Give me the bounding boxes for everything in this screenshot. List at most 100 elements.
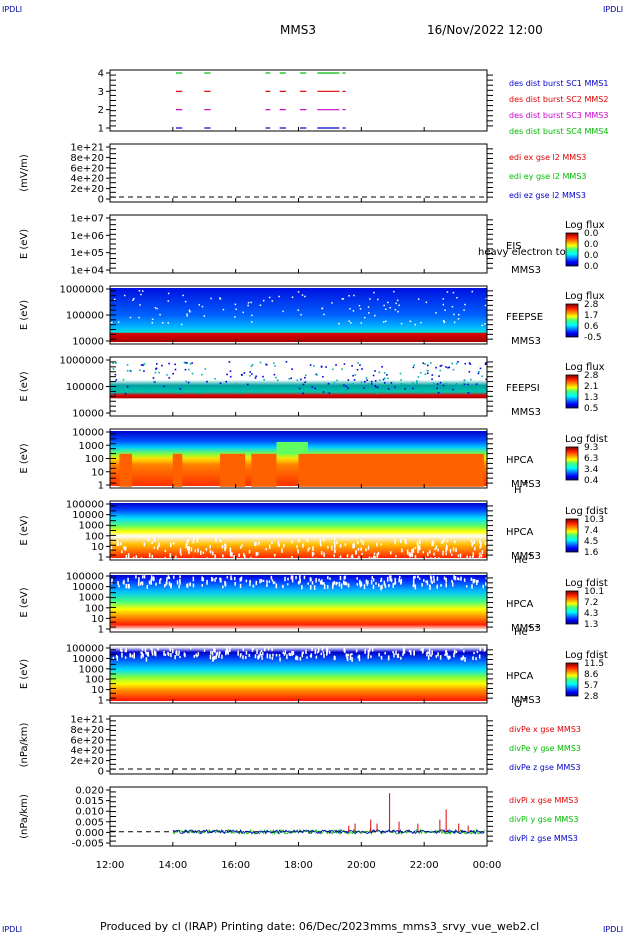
speckle xyxy=(479,552,481,556)
speckle xyxy=(139,304,141,306)
speckle xyxy=(138,316,140,319)
speckle xyxy=(451,582,454,587)
spectrogram-band xyxy=(119,453,132,487)
speckle xyxy=(457,577,459,581)
speckle xyxy=(113,298,116,301)
y-axis-label: E (eV) xyxy=(19,229,30,259)
speckle xyxy=(240,653,242,656)
speckle xyxy=(451,553,453,556)
speckle xyxy=(425,301,428,304)
speckle xyxy=(425,580,427,583)
speckle xyxy=(464,303,466,306)
speckle xyxy=(179,655,181,659)
spacecraft-label: MMS3 xyxy=(511,407,541,418)
speckle xyxy=(218,651,221,656)
speckle xyxy=(480,541,482,545)
speckle xyxy=(169,542,172,547)
y-tick-label: 100000 xyxy=(66,572,104,583)
speckle xyxy=(316,388,319,391)
speckle xyxy=(485,297,488,300)
speckle xyxy=(175,555,177,560)
speckle xyxy=(224,544,227,550)
panel-3: 1e+07 1e+06 1e+05 1e+04 E (eV) EIS MMS3 heavy e… xyxy=(19,214,605,277)
speckle xyxy=(484,323,486,325)
speckle xyxy=(312,385,315,387)
speckle xyxy=(380,543,382,546)
speckle xyxy=(142,364,145,367)
spectrogram-band xyxy=(276,441,308,454)
speckle xyxy=(238,553,240,557)
speckle xyxy=(206,557,209,562)
speckle xyxy=(164,549,167,552)
speckle xyxy=(255,541,257,546)
spectrogram-texture xyxy=(110,290,488,327)
spectrogram-band xyxy=(172,453,183,487)
speckle xyxy=(111,321,113,324)
speckle xyxy=(159,578,162,581)
speckle xyxy=(304,295,306,298)
speckle xyxy=(458,578,460,581)
speckle xyxy=(233,576,236,581)
speckle xyxy=(288,652,291,656)
speckle xyxy=(323,584,326,590)
colorbar-tick-label: 4.5 xyxy=(584,537,598,547)
y-tick-label: 1000000 xyxy=(59,285,104,296)
speckle xyxy=(356,577,358,580)
y-axis-label: E (eV) xyxy=(19,659,30,689)
speckle xyxy=(262,579,265,582)
speckle xyxy=(216,651,218,656)
speckle xyxy=(456,296,458,299)
speckle xyxy=(271,656,274,660)
speckle xyxy=(122,378,125,381)
speckle xyxy=(179,578,181,583)
speckle xyxy=(430,557,432,561)
speckle xyxy=(386,576,389,582)
colorbar-tick-label: 8.6 xyxy=(584,670,599,680)
speckle xyxy=(394,581,397,585)
speckle xyxy=(368,556,371,560)
colorbar-tick-label: 1.3 xyxy=(584,393,598,403)
speckle xyxy=(485,362,487,364)
speckle xyxy=(278,295,280,298)
colorbar-tick-label: 10.1 xyxy=(584,587,604,597)
species-charge: + xyxy=(527,550,534,559)
speckle xyxy=(299,575,301,580)
speckle xyxy=(412,548,415,554)
speckle xyxy=(429,550,431,554)
y-tick-label: -0.005 xyxy=(72,839,104,850)
y-tick-label: 10000 xyxy=(72,337,104,348)
spectrogram-band xyxy=(298,453,484,487)
speckle xyxy=(170,653,172,658)
speckle xyxy=(361,552,363,555)
speckle xyxy=(299,657,302,661)
speckle xyxy=(141,647,144,651)
speckle xyxy=(152,576,155,582)
speckle xyxy=(349,657,352,661)
speckle xyxy=(360,381,363,384)
colorbar-tick-label: -0.5 xyxy=(584,333,602,343)
y-tick-label: 10000 xyxy=(72,654,104,665)
speckle xyxy=(437,548,439,552)
y-tick-label: 10 xyxy=(91,614,104,625)
colorbar xyxy=(565,662,579,697)
speckle xyxy=(200,550,202,556)
speckle xyxy=(485,582,487,586)
speckle xyxy=(402,653,404,656)
speckle xyxy=(301,585,303,590)
colorbar xyxy=(565,446,579,481)
speckle xyxy=(325,366,327,368)
speckle xyxy=(333,541,336,546)
y-tick-label: 2 xyxy=(98,105,104,116)
speckle xyxy=(117,542,120,546)
speckle xyxy=(269,654,271,659)
speckle xyxy=(347,387,349,389)
speckle xyxy=(356,541,359,544)
speckle xyxy=(358,656,361,662)
speckle xyxy=(133,652,135,658)
speckle xyxy=(478,370,480,373)
colorbar-tick-label: 1.7 xyxy=(584,311,598,321)
speckle xyxy=(142,653,144,658)
speckle xyxy=(478,555,481,559)
speckle xyxy=(247,301,250,304)
